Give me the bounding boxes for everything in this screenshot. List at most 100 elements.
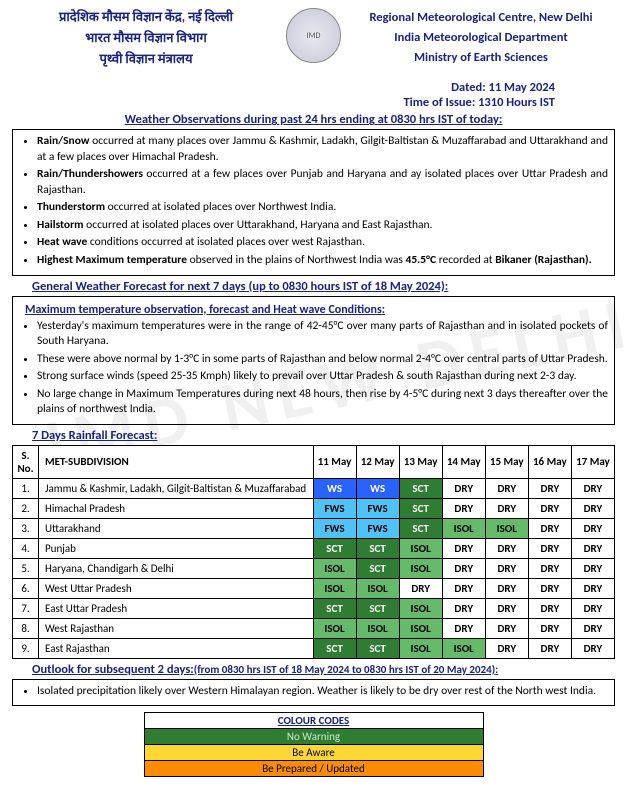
cell-subdivision: East Uttar Pradesh <box>39 598 314 618</box>
maxtemp-item: Strong surface winds (speed 25-35 Kmph) … <box>37 369 608 385</box>
forecast-cell: SCT <box>313 638 356 658</box>
cell-sn: 7. <box>13 598 39 618</box>
forecast-cell: SCT <box>313 538 356 558</box>
forecast-cell: SCT <box>313 598 356 618</box>
forecast-cell: ISOL <box>485 518 528 538</box>
cell-sn: 9. <box>13 638 39 658</box>
date-block: Dated: 11 May 2024 Time of Issue: 1310 H… <box>12 80 615 110</box>
forecast-cell: DRY <box>485 618 528 638</box>
cell-sn: 1. <box>13 478 39 498</box>
forecast-header-row: S. No. MET-SUBDIVISION 11 May 12 May 13 … <box>13 445 615 478</box>
maxtemp-sub-text: Maximum temperature observation, forecas… <box>25 303 382 317</box>
observation-item: Rain/Thundershowers occurred at a few pl… <box>37 167 608 198</box>
cell-subdivision: Uttarakhand <box>39 518 314 538</box>
cell-sn: 2. <box>13 498 39 518</box>
forecast-cell: SCT <box>356 638 399 658</box>
forecast-cell: ISOL <box>313 578 356 598</box>
legend-row: Be Aware <box>144 745 483 761</box>
maxtemp-box: Maximum temperature observation, forecas… <box>12 296 615 425</box>
observation-item: Thunderstorm occurred at isolated places… <box>37 200 608 216</box>
eng-line1: Regional Meteorological Centre, New Delh… <box>347 8 615 28</box>
cell-subdivision: East Rajasthan <box>39 638 314 658</box>
forecast-cell: FWS <box>313 518 356 538</box>
forecast-cell: DRY <box>571 638 614 658</box>
observation-item: Rain/Snow occurred at many places over J… <box>37 134 608 165</box>
forecast-cell: DRY <box>571 498 614 518</box>
forecast-cell: DRY <box>528 618 571 638</box>
outlook-title-main: Outlook for subsequent 2 days: <box>32 662 194 677</box>
cell-subdivision: Haryana, Chandigarh & Delhi <box>39 558 314 578</box>
forecast-cell: SCT <box>356 598 399 618</box>
cell-sn: 4. <box>13 538 39 558</box>
forecast-cell: DRY <box>442 598 485 618</box>
cell-sn: 5. <box>13 558 39 578</box>
maxtemp-list: Yesterday's maximum temperatures were in… <box>19 319 608 418</box>
forecast-cell: DRY <box>571 578 614 598</box>
forecast-cell: DRY <box>485 498 528 518</box>
hindi-line1: प्रादेशिक मौसम विज्ञान केंद्र, नई दिल्ली <box>12 8 280 29</box>
forecast-cell: ISOL <box>356 578 399 598</box>
cell-sn: 6. <box>13 578 39 598</box>
imd-emblem-icon: IMD <box>286 8 341 63</box>
cell-subdivision: West Uttar Pradesh <box>39 578 314 598</box>
forecast-cell: ISOL <box>399 558 442 578</box>
forecast-cell: SCT <box>399 478 442 498</box>
forecast-cell: DRY <box>528 518 571 538</box>
legend-row: No Warning <box>144 729 483 745</box>
forecast-table: S. No. MET-SUBDIVISION 11 May 12 May 13 … <box>12 445 615 659</box>
maxtemp-item: Yesterday's maximum temperatures were in… <box>37 319 608 350</box>
forecast-cell: DRY <box>528 598 571 618</box>
dated: Dated: 11 May 2024 <box>12 80 555 95</box>
outlook-list: Isolated precipitation likely over Weste… <box>19 684 608 700</box>
forecast-cell: ISOL <box>399 538 442 558</box>
forecast-cell: DRY <box>442 538 485 558</box>
forecast-cell: DRY <box>442 498 485 518</box>
forecast-cell: DRY <box>399 578 442 598</box>
col-d0: 11 May <box>313 445 356 478</box>
forecast-cell: DRY <box>485 558 528 578</box>
header: प्रादेशिक मौसम विज्ञान केंद्र, नई दिल्ली… <box>12 8 615 70</box>
forecast-cell: DRY <box>442 618 485 638</box>
cell-sn: 8. <box>13 618 39 638</box>
forecast-cell: ISOL <box>442 638 485 658</box>
rain7-title: 7 Days Rainfall Forecast: <box>32 428 615 443</box>
header-english: Regional Meteorological Centre, New Delh… <box>347 8 615 68</box>
observations-box: Rain/Snow occurred at many places over J… <box>12 129 615 275</box>
hindi-line3: पृथ्वी विज्ञान मंत्रालय <box>12 50 280 71</box>
forecast-cell: SCT <box>356 538 399 558</box>
colour-codes-legend: COLOUR CODES No WarningBe AwareBe Prepar… <box>144 712 484 777</box>
eng-line2: India Meteorological Department <box>347 28 615 48</box>
col-sub: MET-SUBDIVISION <box>39 445 314 478</box>
forecast-cell: DRY <box>571 538 614 558</box>
obs-title: Weather Observations during past 24 hrs … <box>12 112 615 127</box>
cell-sn: 3. <box>13 518 39 538</box>
col-d1: 12 May <box>356 445 399 478</box>
forecast-cell: SCT <box>399 498 442 518</box>
forecast-cell: ISOL <box>399 638 442 658</box>
forecast-cell: DRY <box>485 478 528 498</box>
forecast-cell: FWS <box>356 518 399 538</box>
forecast-cell: DRY <box>485 598 528 618</box>
legend-title: COLOUR CODES <box>144 713 483 729</box>
time-of-issue: Time of Issue: 1310 Hours IST <box>12 95 555 110</box>
forecast-cell: ISOL <box>442 518 485 538</box>
table-row: 2.Himachal PradeshFWSFWSSCTDRYDRYDRYDRY <box>13 498 615 518</box>
col-sn: S. No. <box>13 445 39 478</box>
forecast-cell: DRY <box>442 478 485 498</box>
forecast-title-main: General Weather Forecast for next 7 days <box>32 279 246 294</box>
forecast-cell: DRY <box>442 578 485 598</box>
forecast-cell: ISOL <box>399 598 442 618</box>
forecast-cell: DRY <box>528 558 571 578</box>
cell-subdivision: West Rajasthan <box>39 618 314 638</box>
forecast-cell: DRY <box>528 638 571 658</box>
forecast-cell: WS <box>356 478 399 498</box>
maxtemp-item: No large change in Maximum Temperatures … <box>37 387 608 418</box>
table-row: 8.West RajasthanISOLISOLISOLDRYDRYDRYDRY <box>13 618 615 638</box>
maxtemp-subtitle: Maximum temperature observation, forecas… <box>25 303 608 317</box>
forecast-cell: DRY <box>571 518 614 538</box>
forecast-cell: DRY <box>571 558 614 578</box>
forecast-cell: DRY <box>571 618 614 638</box>
forecast-title-paren: (up to 0830 hours IST of 18 May 2024): <box>246 279 449 294</box>
forecast-cell: DRY <box>528 538 571 558</box>
outlook-title: Outlook for subsequent 2 days:(from 0830… <box>32 662 615 677</box>
